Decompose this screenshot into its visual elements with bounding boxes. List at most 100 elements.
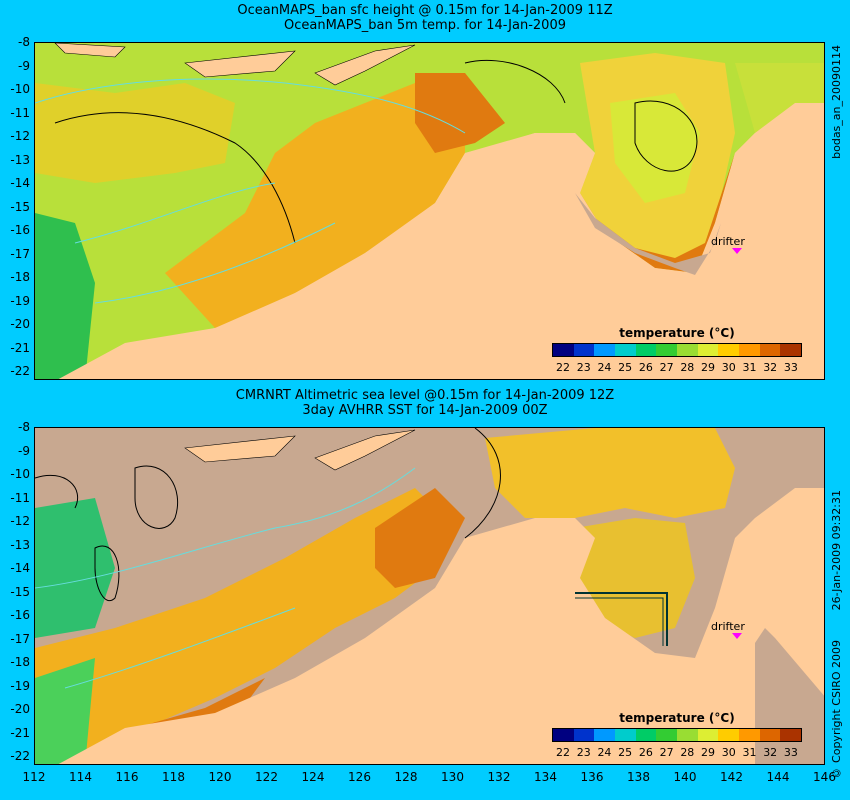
colorbar-tick: 33 — [783, 746, 798, 759]
colorbar-tick: 33 — [783, 361, 798, 374]
lat-tick-label: -18 — [10, 270, 30, 284]
lon-tick-label: 130 — [441, 770, 464, 784]
contour-dark — [634, 100, 698, 172]
colorbar-swatch — [759, 344, 781, 356]
lon-tick-label: 146 — [813, 770, 836, 784]
colorbar-swatch — [656, 729, 678, 741]
drifter-track — [575, 597, 664, 646]
panel1-title-line2: OceanMAPS_ban 5m temp. for 14-Jan-2009 — [284, 18, 566, 33]
lat-tick-label: -19 — [10, 293, 30, 308]
map-panel-satellite[interactable]: drifter temperature (°C) 22 23 24 25 26 27 28 2… — [34, 427, 825, 765]
lat-tick-label: -22 — [10, 364, 30, 378]
colorbar-tick: 32 — [763, 746, 778, 759]
panel1-title-line1: OceanMAPS_ban sfc height @ 0.15m for 14-… — [237, 3, 613, 18]
colorbar-swatch — [635, 729, 657, 741]
lon-tick-label: 122 — [255, 770, 278, 784]
lat-tick-label: -12 — [10, 129, 30, 143]
colorbar-swatch — [718, 344, 740, 356]
colorbar-swatch — [697, 729, 719, 741]
lat-tick-label: -10 — [10, 467, 30, 481]
map-panel-model[interactable]: drifter temperature (°C) 22 23 24 25 26 27 28 2… — [34, 42, 825, 380]
sst-gulf — [575, 518, 695, 638]
lat-tick-label: -16 — [10, 608, 30, 622]
lat-tick-label: -20 — [10, 702, 30, 716]
copyright: © Copyright CSIRO 2009 — [830, 640, 843, 780]
lon-tick-label: 132 — [487, 770, 511, 784]
colorbar-tick: 28 — [680, 361, 695, 374]
colorbar-strip — [552, 343, 802, 357]
drifter-marker[interactable] — [732, 248, 742, 254]
lon-tick-label: 144 — [766, 770, 790, 784]
colorbar-tick: 22 — [556, 746, 570, 759]
lat-tick-label: -16 — [10, 223, 30, 237]
lat-tick-label: -13 — [10, 537, 30, 552]
island-timor — [314, 44, 416, 86]
colorbar-swatch — [553, 344, 574, 356]
sst-south — [35, 488, 455, 764]
colorbar-swatch — [573, 344, 595, 356]
warm-band — [165, 83, 465, 328]
lat-tick-label: -21 — [10, 725, 30, 740]
contour-light — [94, 222, 336, 304]
contour-light — [64, 607, 296, 689]
drifter-label: drifter — [711, 620, 745, 633]
colorbar-tick: 27 — [659, 361, 674, 374]
colorbar-tick: 30 — [721, 746, 736, 759]
lon-tick-label: 126 — [348, 770, 371, 784]
colorbar-tick: 31 — [742, 361, 757, 374]
lat-tick-label: -11 — [10, 490, 30, 505]
lat-tick-label: -9 — [18, 443, 30, 458]
lat-tick-label: -19 — [10, 678, 30, 693]
colorbar-tick: 27 — [659, 746, 674, 759]
lat-tick-label: -17 — [10, 631, 30, 646]
lat-tick-label: -18 — [10, 655, 30, 669]
colorbar-swatch — [780, 344, 802, 356]
contour-dark — [464, 59, 566, 104]
hot-coast — [415, 73, 505, 153]
colorbar-swatch — [594, 729, 616, 741]
colorbar-tick: 30 — [721, 361, 736, 374]
colorbar-tick: 29 — [701, 746, 716, 759]
lat-tick-label: -14 — [10, 176, 30, 190]
lon-tick-label: 120 — [208, 770, 232, 784]
lon-tick-label: 140 — [673, 770, 697, 784]
lon-tick-label: 138 — [627, 770, 650, 784]
colorbar-swatch — [739, 344, 760, 356]
warm-nw — [35, 83, 235, 183]
colorbar-swatch — [656, 344, 678, 356]
colorbar-tick: 23 — [576, 746, 591, 759]
lat-tick-label: -8 — [18, 35, 30, 49]
colorbar-tick: 29 — [701, 361, 716, 374]
lat-tick-label: -22 — [10, 749, 30, 763]
lat-tick-label: -15 — [10, 584, 30, 599]
lon-tick-label: 114 — [69, 770, 92, 784]
lat-tick-label: -13 — [10, 152, 30, 167]
lat-tick-label: -8 — [18, 420, 30, 434]
colorbar: temperature (°C) 22 23 24 25 26 27 28 29 30 31 32 3… — [552, 711, 802, 759]
colorbar-tick: 24 — [597, 746, 612, 759]
colorbar-ticks: 22 23 24 25 26 27 28 29 30 31 32 33 — [552, 746, 802, 759]
colorbar-swatch — [697, 344, 719, 356]
island-west — [184, 435, 296, 463]
lat-tick-label: -15 — [10, 199, 30, 214]
satellite-sst-map — [35, 428, 824, 764]
sst-southwest — [35, 658, 95, 764]
lat-tick-label: -12 — [10, 514, 30, 528]
colorbar-tick: 25 — [618, 746, 633, 759]
gulf-inner — [610, 93, 700, 203]
colorbar-swatch — [615, 729, 636, 741]
lon-tick-label: 124 — [301, 770, 325, 784]
contour-dark — [464, 428, 501, 539]
lat-tick-label: -14 — [10, 561, 30, 575]
lat-tick-label: -17 — [10, 246, 30, 261]
lon-tick-label: 112 — [22, 770, 46, 784]
drifter-marker[interactable] — [732, 633, 742, 639]
colorbar-swatch — [739, 729, 760, 741]
contour-dark — [35, 474, 79, 509]
panel2-title-line1: CMRNRT Altimetric sea level @0.15m for 1… — [235, 388, 615, 403]
drifter-track — [575, 592, 668, 646]
colorbar-tick: 25 — [618, 361, 633, 374]
lon-tick-label: 116 — [115, 770, 139, 784]
colorbar-swatch — [759, 729, 781, 741]
cool-sw — [35, 213, 95, 379]
